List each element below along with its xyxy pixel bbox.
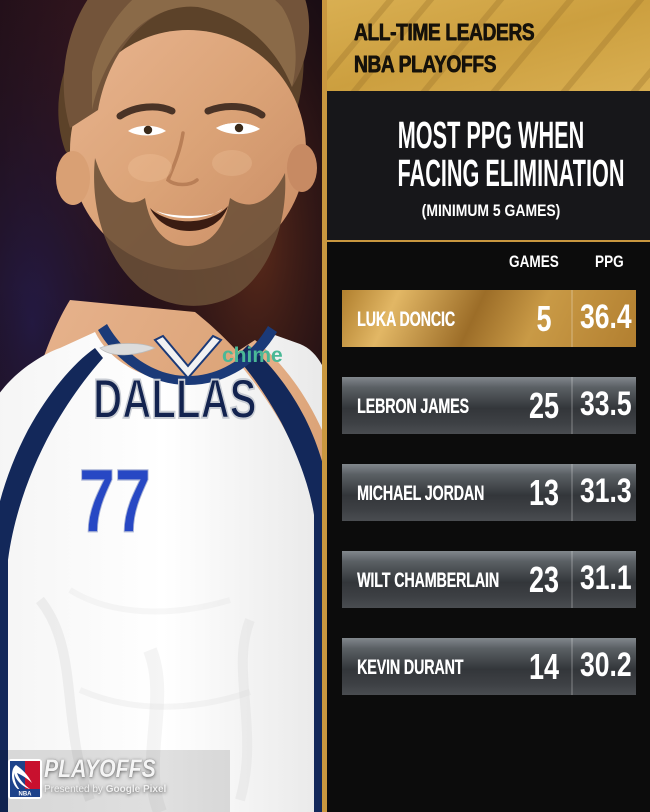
svg-text:DALLAS: DALLAS — [93, 369, 256, 431]
svg-text:77: 77 — [79, 451, 151, 552]
svg-text:NBA: NBA — [19, 792, 33, 798]
svg-text:chime: chime — [222, 344, 283, 367]
